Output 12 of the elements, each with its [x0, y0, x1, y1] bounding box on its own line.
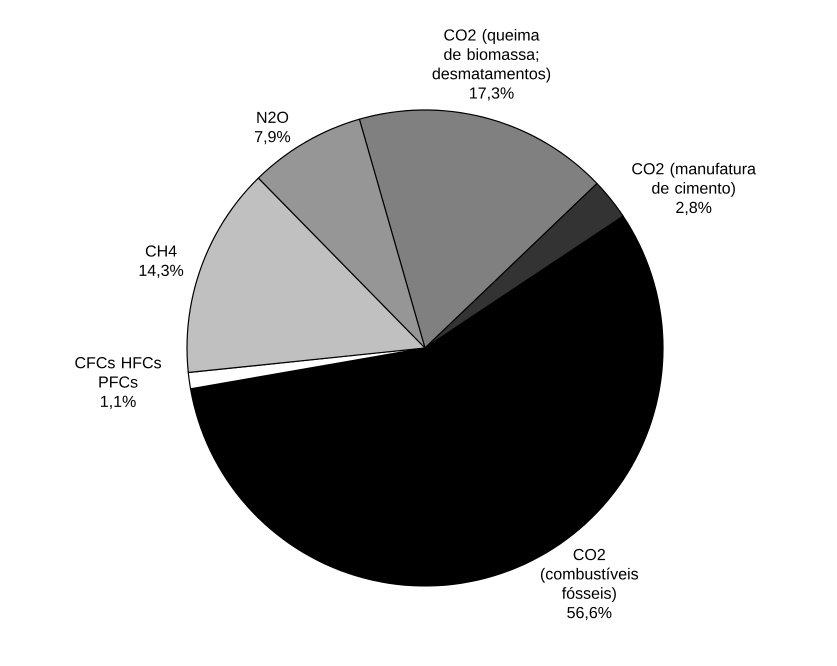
data-label: 17,3% [470, 87, 514, 101]
data-label: 1,1% [101, 396, 136, 409]
slice-label: CFCs HFCs PFCs [75, 357, 162, 388]
slice-label: CH4 [146, 245, 177, 257]
data-label: 14,3% [140, 264, 184, 278]
data-label: 2,8% [676, 202, 712, 215]
data-label: 7,9% [255, 130, 290, 144]
slice-label: CO2 (manufatura de cimento) [632, 162, 756, 197]
slice-label: CO2 (combustíveis fósseis) [540, 548, 638, 602]
slice-label: CO2 (queima de biomassa; desmatamentos) [432, 28, 550, 82]
data-label: 56,6% [567, 606, 612, 620]
slice-label: N2O [257, 112, 288, 123]
